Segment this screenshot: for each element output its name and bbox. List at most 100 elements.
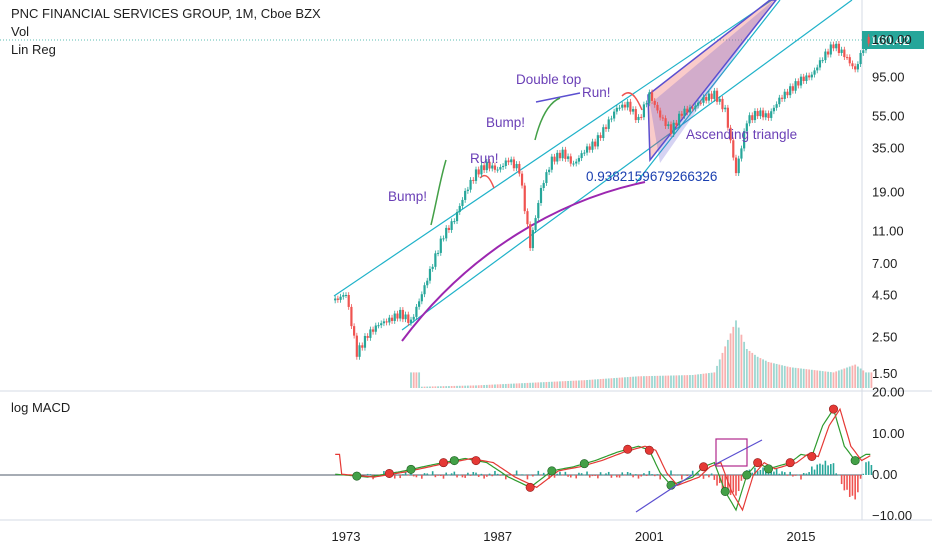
macd-hist-bar [859,475,862,479]
macd-hist-bar [721,475,724,489]
volume-bar [559,381,561,388]
volume-bar [735,320,737,388]
volume-bar [534,382,537,388]
time-tick-label: 2015 [787,529,816,544]
candle-body [607,119,610,129]
macd-hist-bar [532,475,534,477]
candle-body [854,66,857,70]
volume-bar [526,382,529,388]
volume-bar [689,375,691,388]
candle-body [786,91,789,96]
volume-bar [648,376,651,388]
volume-bar [721,352,724,388]
candle-body [770,111,773,118]
volume-bar [791,367,794,388]
macd-hist-bar [412,475,415,477]
candle-body [520,173,524,186]
candle-body [799,76,803,86]
volume-bar [835,371,838,388]
volume-bar [510,383,513,388]
macd-hist-bar [735,475,737,496]
macd-tick-label: 0.00 [872,467,897,482]
volume-bar [729,333,732,388]
macd-hist-bar [678,474,680,476]
candle-body [848,57,851,64]
volume-bar [713,372,716,388]
macd-hist-bar [800,475,802,480]
candle-body [718,98,721,102]
candle-body [558,152,562,159]
candle-body [667,124,670,127]
macd-hist-bar [670,470,672,475]
annotation-run-2: Run! [582,85,611,100]
macd-hist-bar [559,471,561,475]
macd-hist-bar [783,472,786,475]
volume-bar [602,378,605,388]
macd-hist-bar [518,474,521,476]
volume-bar [775,363,778,388]
volume-bar [605,378,607,388]
candle-body [851,63,854,67]
macd-hist-bar [634,474,637,475]
candle-body [344,294,348,296]
macd-hist-bar [732,475,735,493]
candle-body [585,146,589,153]
volume-bar [556,381,559,388]
macd-hist-bar [708,475,710,478]
candle-body [334,298,337,301]
volume-bar [624,377,626,388]
volume-bar [472,385,475,388]
macd-hist-bar [472,471,475,475]
macd-hist-bar [591,475,594,477]
candle-body [688,107,692,113]
volume-bar [829,372,832,388]
volume-bar [805,369,808,388]
macd-hist-bar [854,475,856,500]
volume-bar [596,379,599,388]
volume-bar [567,380,569,388]
macd-hist-bar [862,473,865,475]
macd-hist-bar [740,475,743,481]
candle-body [618,107,621,109]
macd-line [335,407,871,512]
volume-bar [661,375,664,388]
candle-body [856,64,859,70]
macd-hist-bar [526,475,529,480]
macd-hist-bar [399,475,401,479]
macd-hist-bar [496,473,499,475]
candle-body [594,141,597,147]
volume-bar [437,386,439,388]
macd-hist-bar [442,475,445,479]
macd-hist-bar [429,474,431,476]
volume-bar [521,383,523,388]
candle-body [569,156,572,164]
candle-body [837,43,841,53]
candle-body [512,159,516,169]
candle-body [407,314,410,323]
macd-hist-bar [737,475,740,492]
volume-bar [431,386,434,388]
macd-hist-bar [504,475,507,480]
candle-body [745,123,748,132]
macd-hist-bar [797,474,800,476]
candle-body [420,294,423,302]
macd-hist-bar [599,472,602,475]
price-candles [334,33,873,360]
volume-bar [675,375,678,388]
volume-bar [718,359,721,388]
volume-bar [754,354,756,388]
volume-bar [686,375,689,388]
volume-bar [537,382,540,388]
candle-body [602,127,605,139]
candle-body [599,135,602,139]
macd-hist-bar [529,474,531,476]
candle-body [826,51,830,55]
candle-body [474,169,478,181]
macd-hist-bar [383,471,385,475]
candle-body [537,202,540,219]
macd-hist-bar [729,475,732,495]
macd-hist-bar [756,471,759,475]
macd-hist-bar [664,474,667,476]
candle-body [399,309,402,319]
